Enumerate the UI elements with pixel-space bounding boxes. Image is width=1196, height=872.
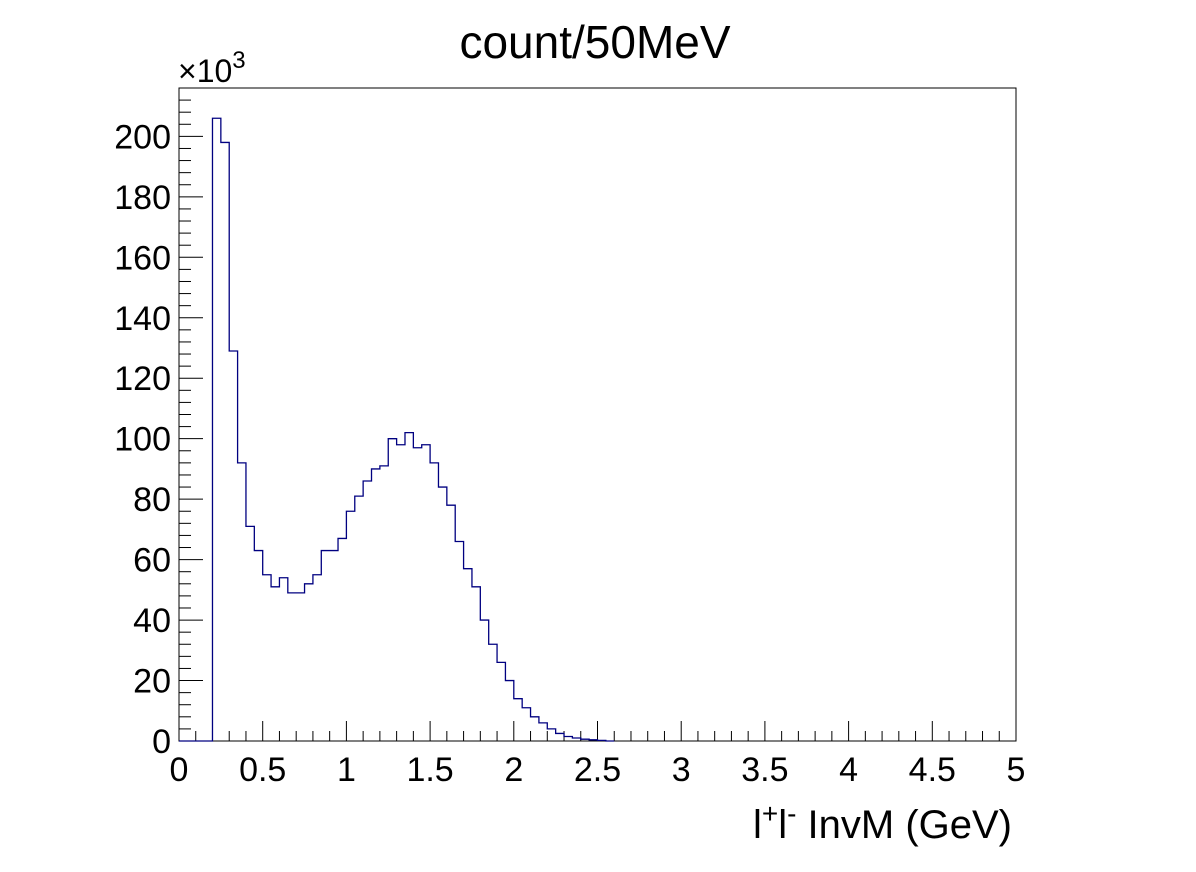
x-tick-label: 1 [337,751,356,789]
y-tick-label: 0 [152,723,171,761]
y-tick-label: 160 [114,239,171,277]
y-tick-label: 120 [114,360,171,398]
x-label-l1: l [753,803,762,847]
x-tick-labels: 0 0.5 1 1.5 2 2.5 3 3.5 4 4.5 5 [170,751,1026,789]
y-tick-label: 80 [133,481,171,519]
x-label-sup1: + [762,798,778,829]
y-tick-label: 180 [114,179,171,217]
x-label-l2: l [778,803,787,847]
y-multiplier-exponent: 3 [232,47,245,74]
plot-frame [178,87,1017,742]
y-tick-label: 200 [114,118,171,156]
x-tick-label: 4.5 [909,751,956,789]
axis-ticks [178,99,1017,742]
y-tick-labels: 0 20 40 60 80 100 120 140 160 180 200 [114,118,171,761]
plot-border [178,87,1017,742]
x-tick-label: 0.5 [239,751,286,789]
y-tick-label: 100 [114,421,171,459]
x-tick-label: 1.5 [406,751,453,789]
x-tick-label: 2 [504,751,523,789]
chart-title: count/50MeV [459,16,730,68]
y-tick-label: 20 [133,663,171,701]
x-label-sup2: - [787,798,796,829]
x-tick-label: 2.5 [574,751,621,789]
x-tick-label: 3.5 [741,751,788,789]
x-tick-label: 0 [170,751,189,789]
y-tick-label: 60 [133,542,171,580]
x-axis-label: l+l- InvM (GeV) [753,798,1012,847]
y-tick-label: 140 [114,300,171,338]
y-tick-label: 40 [133,602,171,640]
histogram-series [179,117,615,742]
x-tick-label: 3 [672,751,691,789]
x-tick-label: 4 [839,751,858,789]
y-axis-multiplier: ×103 [178,47,246,89]
y-multiplier-base: ×10 [178,53,232,89]
x-tick-label: 5 [1007,751,1026,789]
x-label-rest: InvM (GeV) [796,803,1012,847]
